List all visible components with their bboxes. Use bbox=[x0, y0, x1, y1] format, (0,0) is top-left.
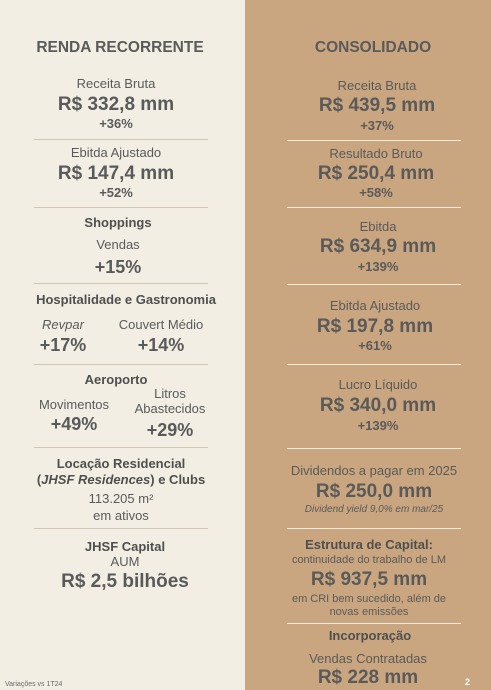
dividendos-label: Dividendos a pagar em 2025 bbox=[290, 463, 458, 478]
movimentos-change: +49% bbox=[50, 414, 98, 434]
cons-ebitda-change: +139% bbox=[357, 259, 399, 274]
capital-title: JHSF Capital bbox=[84, 539, 166, 554]
litros-label-1: Litros bbox=[154, 386, 186, 401]
footer-note: Variações vs 1T24 bbox=[5, 681, 63, 688]
estrutura-note-2: novas emissões bbox=[329, 606, 409, 618]
capital-label: AUM bbox=[110, 554, 140, 569]
divider bbox=[34, 528, 208, 529]
lucro-value: R$ 340,0 mm bbox=[319, 395, 437, 416]
incorporacao-title: Incorporação bbox=[328, 628, 412, 643]
dividend-yield-note: Dividend yield 9,0% em mar/25 bbox=[304, 504, 444, 515]
resultado-change: +58% bbox=[359, 185, 393, 200]
divider bbox=[287, 448, 461, 449]
divider bbox=[287, 284, 461, 285]
shoppings-label: Vendas bbox=[96, 237, 140, 252]
cons-ebitda-aj-change: +61% bbox=[358, 338, 392, 353]
divider bbox=[34, 364, 208, 365]
shoppings-title: Shoppings bbox=[84, 215, 152, 230]
receita-label: Receita Bruta bbox=[76, 76, 156, 91]
litros-change: +29% bbox=[146, 420, 194, 440]
revpar-label: Revpar bbox=[42, 317, 84, 332]
cons-ebitda-label: Ebitda bbox=[359, 219, 397, 234]
lucro-label: Lucro Líquido bbox=[338, 377, 418, 392]
litros-label-2: Abastecidos bbox=[134, 401, 206, 416]
divider bbox=[34, 283, 208, 284]
resultado-value: R$ 250,4 mm bbox=[317, 163, 435, 184]
capital-value: R$ 2,5 bilhões bbox=[61, 571, 189, 592]
cons-ebitda-value: R$ 634,9 mm bbox=[319, 236, 437, 257]
incorporacao-value: R$ 228 mm bbox=[317, 667, 419, 688]
resultado-label: Resultado Bruto bbox=[329, 146, 423, 161]
couvert-label: Couvert Médio bbox=[118, 317, 204, 332]
divider bbox=[34, 447, 208, 448]
locacao-value: 113.205 m² bbox=[88, 491, 154, 506]
movimentos-label: Movimentos bbox=[38, 397, 110, 412]
locacao-subtitle: (JHSF Residences) e Clubs bbox=[36, 472, 206, 487]
estrutura-title: Estrutura de Capital: bbox=[305, 537, 433, 552]
estrutura-value: R$ 937,5 mm bbox=[310, 569, 428, 590]
estrutura-subtitle: continuidade do trabalho de LM bbox=[291, 554, 447, 566]
cons-ebitda-aj-label: Ebitda Ajustado bbox=[329, 298, 421, 313]
consolidado-panel bbox=[245, 0, 491, 690]
receita-value: R$ 332,8 mm bbox=[57, 94, 175, 115]
locacao-title: Locação Residencial bbox=[56, 456, 186, 471]
cons-ebitda-aj-value: R$ 197,8 mm bbox=[316, 316, 434, 337]
divider bbox=[34, 207, 208, 208]
ebitda-label: Ebitda Ajustado bbox=[70, 145, 162, 160]
right-title: CONSOLIDADO bbox=[314, 39, 432, 56]
left-title: RENDA RECORRENTE bbox=[36, 39, 204, 56]
incorporacao-label: Vendas Contratadas bbox=[309, 651, 427, 666]
estrutura-note-1: em CRI bem sucedido, além de bbox=[291, 593, 447, 605]
cons-receita-label: Receita Bruta bbox=[337, 78, 417, 93]
divider bbox=[287, 623, 461, 624]
ebitda-value: R$ 147,4 mm bbox=[57, 163, 175, 184]
divider bbox=[287, 207, 461, 208]
divider bbox=[287, 364, 461, 365]
ebitda-change: +52% bbox=[99, 185, 133, 200]
shoppings-change: +15% bbox=[94, 257, 142, 277]
divider bbox=[34, 139, 208, 140]
dividendos-value: R$ 250,0 mm bbox=[315, 481, 433, 502]
cons-receita-value: R$ 439,5 mm bbox=[318, 95, 436, 116]
revpar-change: +17% bbox=[39, 335, 87, 355]
receita-change: +36% bbox=[99, 116, 133, 131]
divider bbox=[287, 140, 461, 141]
locacao-unit: em ativos bbox=[93, 508, 149, 523]
divider bbox=[287, 528, 461, 529]
aeroporto-title: Aeroporto bbox=[84, 372, 148, 387]
couvert-change: +14% bbox=[137, 335, 185, 355]
hospitalidade-title: Hospitalidade e Gastronomia bbox=[36, 292, 216, 307]
lucro-change: +139% bbox=[357, 418, 399, 433]
cons-receita-change: +37% bbox=[360, 118, 394, 133]
page-number: 2 bbox=[465, 677, 471, 687]
